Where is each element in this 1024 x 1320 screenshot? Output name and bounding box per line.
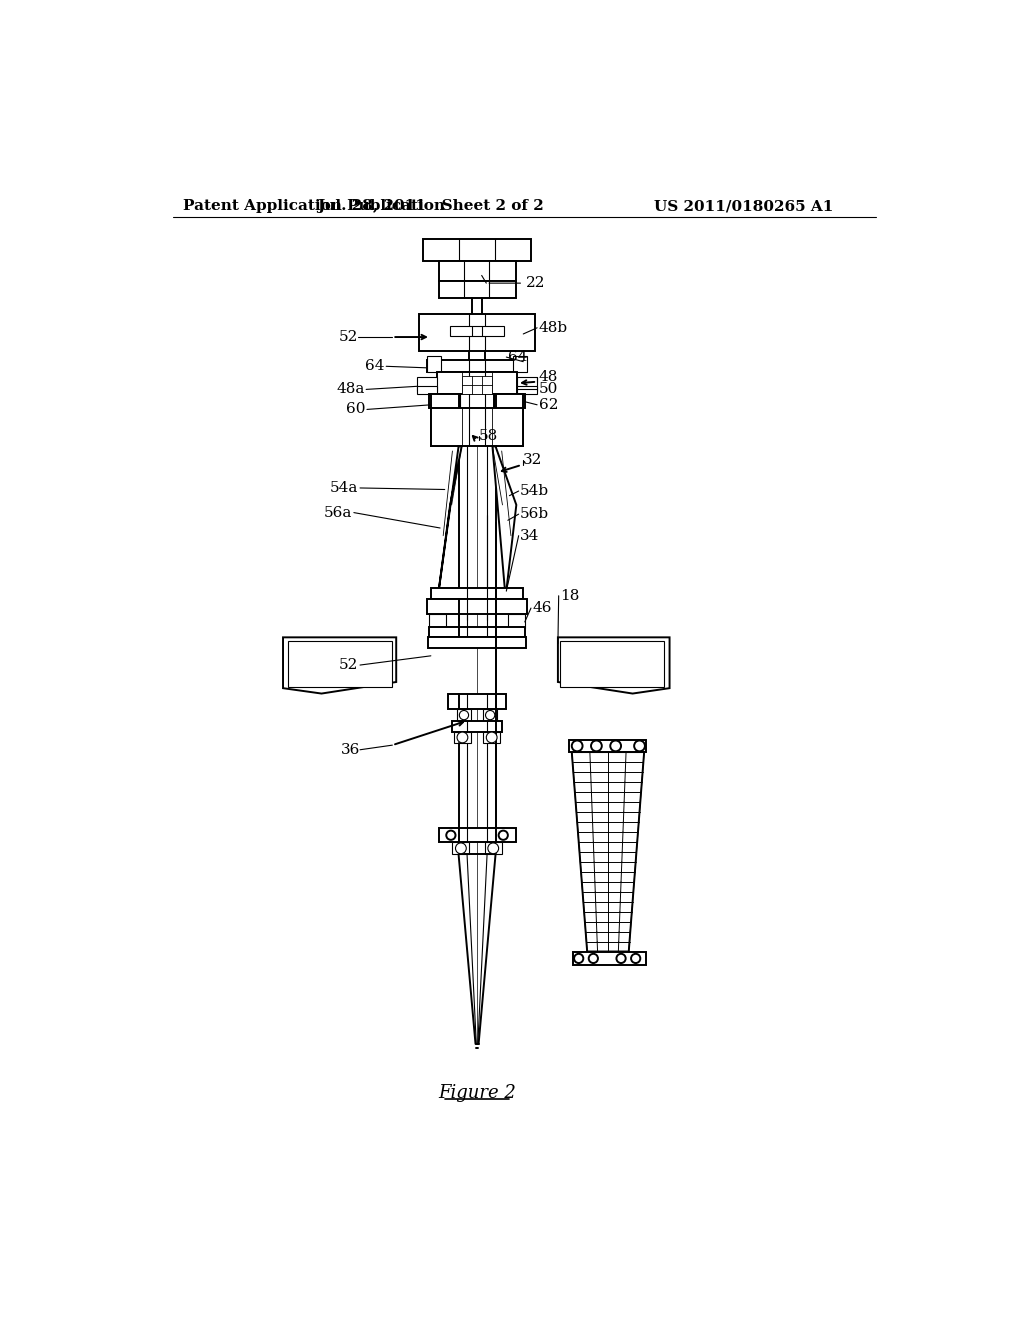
Text: 18: 18	[560, 589, 580, 603]
Text: 36: 36	[341, 743, 360, 756]
Text: 60: 60	[346, 403, 366, 416]
Circle shape	[457, 733, 468, 743]
Bar	[483, 709, 497, 721]
Text: 34: 34	[520, 529, 540, 543]
Text: 64: 64	[508, 350, 527, 364]
Bar	[431, 408, 523, 446]
Bar	[419, 314, 535, 351]
Text: US 2011/0180265 A1: US 2011/0180265 A1	[654, 199, 834, 213]
Bar	[431, 395, 459, 446]
Bar	[517, 387, 538, 395]
Circle shape	[487, 843, 499, 854]
Bar	[427, 360, 527, 372]
Bar	[453, 721, 502, 733]
Circle shape	[446, 830, 456, 840]
Bar	[437, 372, 517, 395]
Bar	[462, 376, 493, 395]
Circle shape	[456, 843, 466, 854]
Text: 56b: 56b	[520, 507, 549, 521]
Text: 64: 64	[366, 359, 385, 374]
Circle shape	[485, 710, 495, 719]
Circle shape	[486, 733, 497, 743]
Text: 50: 50	[539, 383, 558, 396]
Bar	[429, 627, 524, 638]
Circle shape	[589, 954, 598, 964]
Circle shape	[571, 741, 583, 751]
Bar	[417, 378, 437, 391]
Circle shape	[631, 954, 640, 964]
Bar	[494, 395, 524, 408]
Polygon shape	[558, 638, 670, 693]
Text: 54b: 54b	[520, 484, 549, 498]
Bar	[427, 599, 527, 614]
Text: 32: 32	[523, 453, 543, 467]
Bar	[453, 842, 469, 854]
Bar	[496, 395, 523, 446]
Polygon shape	[493, 446, 516, 598]
Bar	[508, 614, 525, 628]
Polygon shape	[283, 638, 396, 693]
Bar	[454, 733, 471, 743]
Bar	[428, 638, 526, 648]
Text: 22: 22	[525, 276, 545, 290]
Text: 58: 58	[478, 429, 498, 442]
Text: 62: 62	[539, 397, 558, 412]
Bar	[423, 239, 531, 261]
Bar	[451, 326, 504, 335]
Bar	[429, 395, 460, 408]
Circle shape	[499, 830, 508, 840]
Circle shape	[634, 741, 645, 751]
Circle shape	[616, 954, 626, 964]
Text: 48a: 48a	[336, 383, 365, 396]
Text: 56a: 56a	[324, 506, 352, 520]
Bar	[438, 281, 515, 298]
Polygon shape	[438, 446, 462, 598]
Circle shape	[574, 954, 584, 964]
Circle shape	[460, 710, 469, 719]
Bar	[447, 693, 506, 709]
Bar	[484, 842, 502, 854]
Text: Patent Application Publication: Patent Application Publication	[183, 199, 444, 213]
Text: 48: 48	[539, 370, 558, 384]
Bar	[513, 355, 527, 372]
Bar	[417, 387, 437, 395]
Bar	[429, 614, 446, 628]
Bar	[438, 261, 515, 281]
Bar	[517, 378, 538, 391]
Circle shape	[610, 741, 621, 751]
Bar	[560, 642, 665, 688]
Text: 46: 46	[532, 601, 552, 615]
Text: 54a: 54a	[330, 480, 358, 495]
Text: 52: 52	[339, 330, 358, 345]
Text: 52: 52	[339, 659, 358, 672]
Bar	[457, 709, 471, 721]
Polygon shape	[571, 752, 644, 952]
Bar	[431, 589, 523, 599]
Circle shape	[591, 741, 602, 751]
Bar	[438, 829, 515, 842]
Bar	[572, 952, 646, 965]
Text: Jul. 28, 2011   Sheet 2 of 2: Jul. 28, 2011 Sheet 2 of 2	[317, 199, 544, 213]
Bar	[569, 739, 646, 752]
Text: Figure 2: Figure 2	[438, 1084, 516, 1102]
Bar	[483, 733, 500, 743]
Text: 48b: 48b	[539, 321, 567, 335]
Bar	[289, 642, 392, 688]
Bar	[427, 355, 441, 372]
